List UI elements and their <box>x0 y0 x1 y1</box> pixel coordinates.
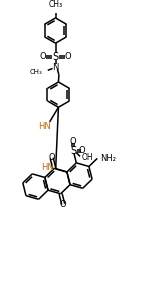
Text: HN: HN <box>38 122 51 131</box>
Text: S: S <box>70 146 76 156</box>
Text: O: O <box>65 52 71 61</box>
Text: O: O <box>79 146 85 155</box>
Text: N: N <box>52 63 59 72</box>
Text: CH₃: CH₃ <box>48 0 63 9</box>
Text: O: O <box>48 153 55 162</box>
Text: S: S <box>52 52 59 62</box>
Text: NH₂: NH₂ <box>100 154 116 163</box>
Text: O: O <box>40 52 46 61</box>
Text: O: O <box>70 137 77 146</box>
Text: OH: OH <box>82 153 94 162</box>
Text: O: O <box>60 200 67 209</box>
Text: CH₃: CH₃ <box>29 69 42 75</box>
Text: HN: HN <box>41 163 54 172</box>
